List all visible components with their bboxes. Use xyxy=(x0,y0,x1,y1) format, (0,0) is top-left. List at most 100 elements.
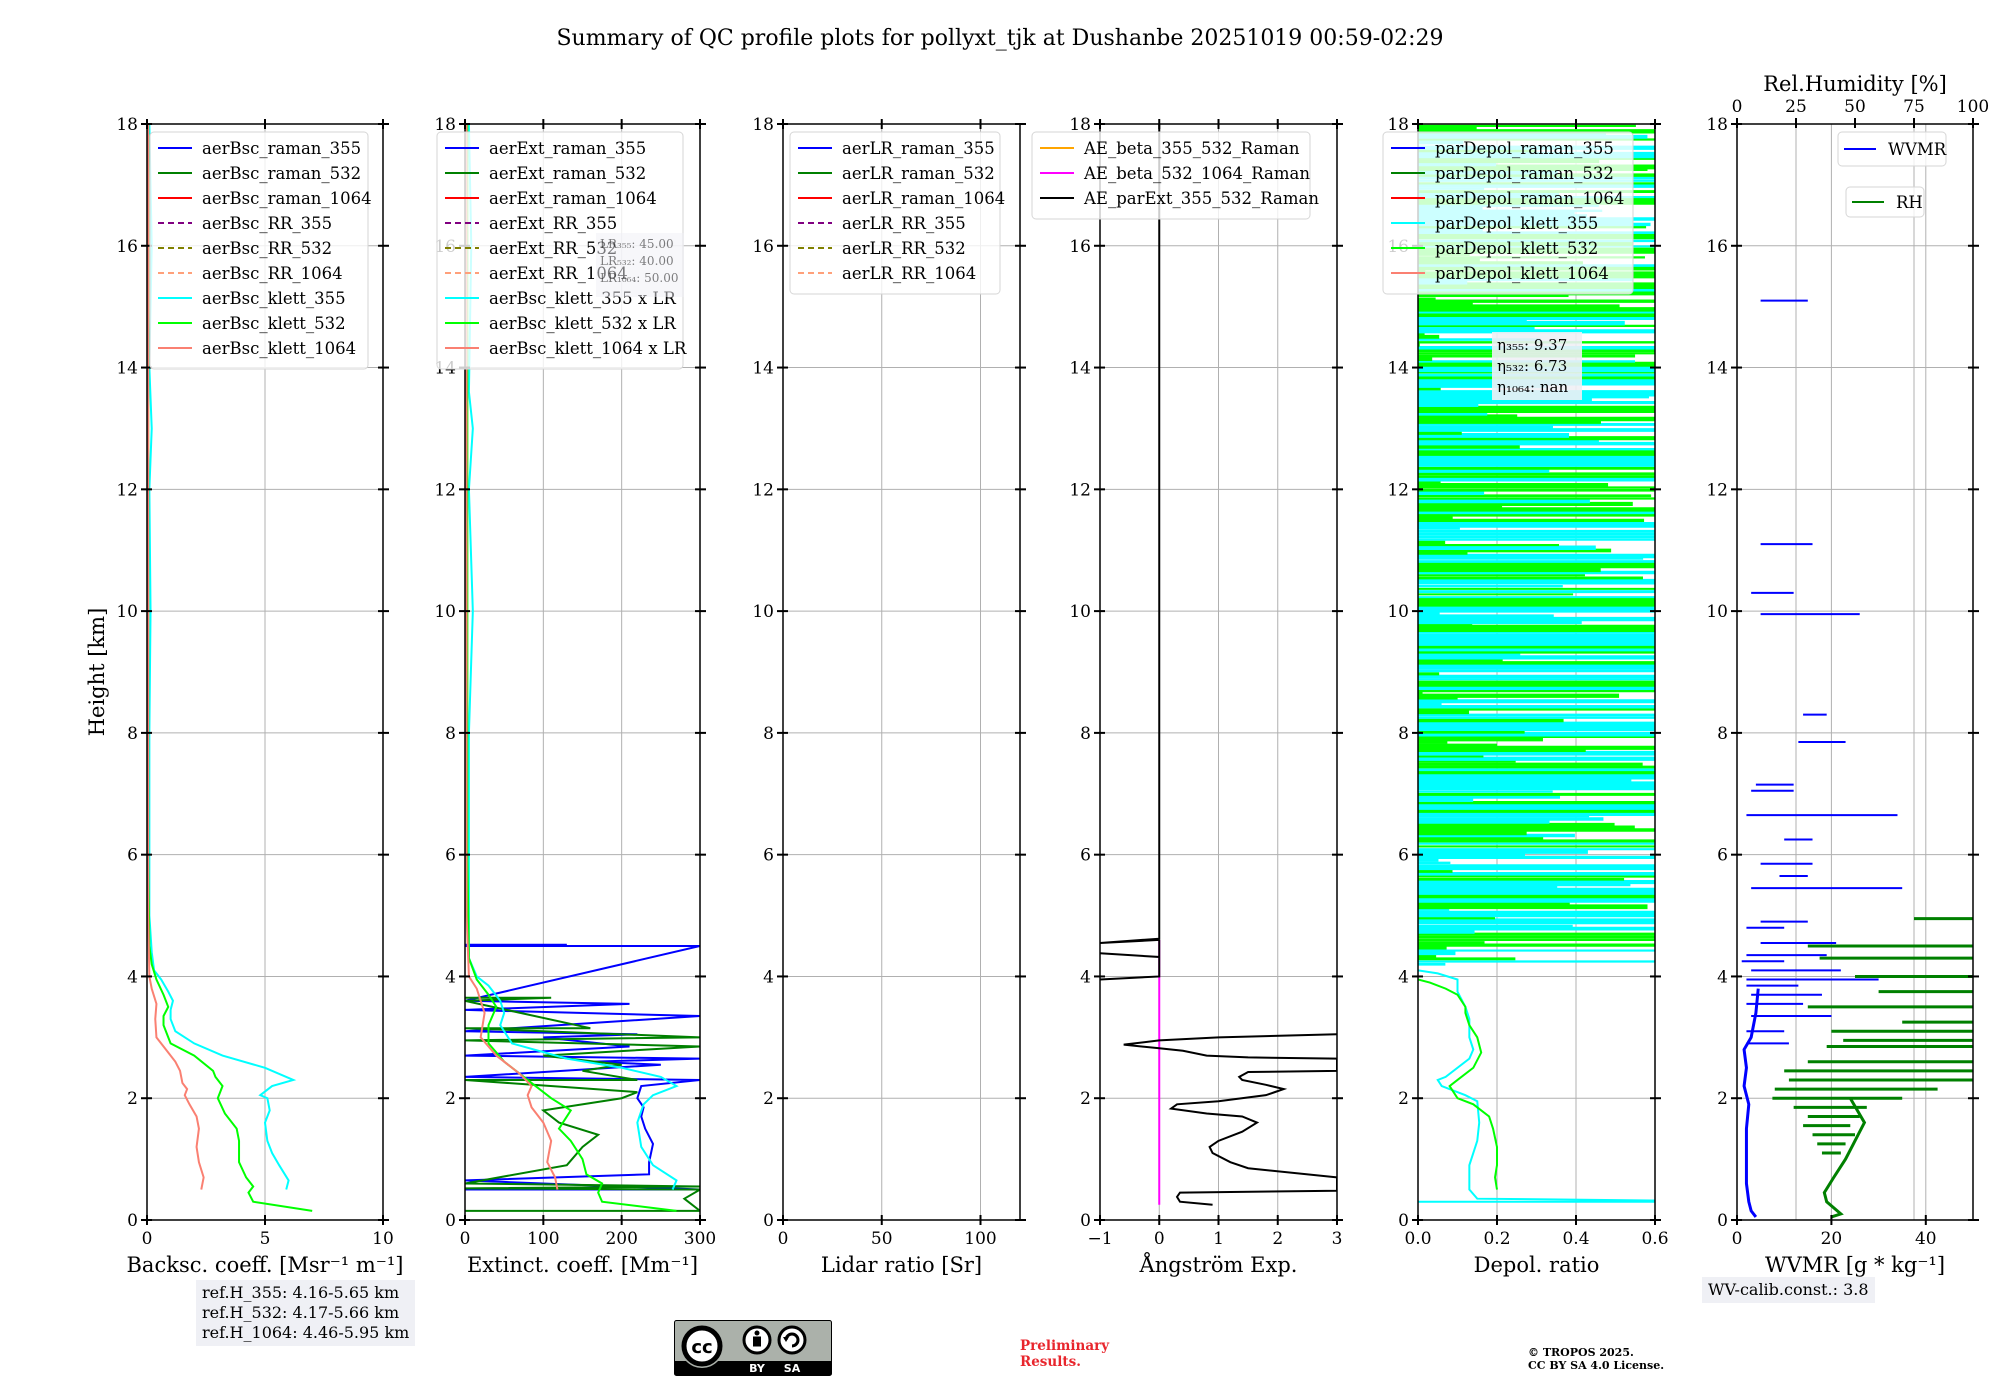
legend-label: AE_beta_355_532_Raman xyxy=(1083,139,1300,158)
legend-label: aerLR_RR_532 xyxy=(842,239,966,258)
x-axis-label: Ångström Exp. xyxy=(1139,1252,1298,1277)
x-tick-label: 0.6 xyxy=(1641,1229,1668,1249)
wv-calibration-box: WV-calib.const.: 3.8 xyxy=(1702,1277,1875,1303)
y-tick-label: 8 xyxy=(127,724,138,744)
y-tick-label: 6 xyxy=(1717,846,1728,866)
legend-label: aerBsc_RR_355 xyxy=(202,214,332,233)
x-tick-label: 0 xyxy=(778,1229,789,1249)
y-tick-label: 12 xyxy=(1069,480,1091,500)
legend-label: WVMR xyxy=(1888,140,1947,159)
panel-lidar_ratio: 0 50 100 0 2 4 6 8 10 12 14 16 18 Lidar ratio [Sr] aer… xyxy=(752,115,1026,1277)
legend-label: parDepol_klett_1064 xyxy=(1435,264,1609,283)
series-RH xyxy=(1822,1097,1867,1219)
x-tick-label: 2 xyxy=(1272,1229,1283,1249)
legend-label: aerBsc_klett_532 xyxy=(202,314,346,333)
x-tick-label: 5 xyxy=(260,1229,271,1249)
y-tick-label: 2 xyxy=(1080,1089,1091,1109)
legend-label: parDepol_klett_532 xyxy=(1435,239,1598,258)
x-tick-label: 0 xyxy=(142,1229,153,1249)
cc-license-badge: cc BY SA xyxy=(674,1320,832,1376)
y-tick-label: 6 xyxy=(1398,846,1409,866)
y-tick-label: 4 xyxy=(127,967,138,987)
axes-frame xyxy=(1736,123,1974,1221)
series-aerExt-raman-355 xyxy=(465,943,700,1191)
plot-area xyxy=(1100,124,1337,1206)
y-tick-label: 0 xyxy=(1080,1211,1091,1231)
y-tick-label: 10 xyxy=(752,602,774,622)
x-tick-label: 100 xyxy=(964,1229,996,1249)
legend-label: aerLR_raman_355 xyxy=(842,139,995,158)
y-tick-label: 10 xyxy=(1069,602,1091,622)
legend-box xyxy=(1845,186,1925,218)
series-WVMR xyxy=(1742,988,1760,1218)
legend-label: aerExt_RR_532 xyxy=(489,239,617,258)
ref-height-355: ref.H_355: 4.16-5.65 km xyxy=(202,1283,400,1302)
y-tick-label: 18 xyxy=(752,115,774,135)
x-tick-label: 10 xyxy=(372,1229,394,1249)
copyright-note: © TROPOS 2025. CC BY SA 4.0 License. xyxy=(1528,1346,1664,1372)
x-tick-label: −1 xyxy=(1087,1229,1112,1249)
legend-label: parDepol_klett_355 xyxy=(1435,214,1598,233)
preliminary-line-2: Results. xyxy=(1020,1354,1081,1370)
axes-frame xyxy=(464,123,701,1221)
y-tick-label: 10 xyxy=(1387,602,1409,622)
top-x-axis-label: Rel.Humidity [%] xyxy=(1763,72,1947,96)
top-x-tick-label: 25 xyxy=(1785,97,1807,117)
y-tick-label: 16 xyxy=(1706,237,1728,257)
y-tick-label: 2 xyxy=(1717,1089,1728,1109)
legend-label: aerBsc_klett_532 x LR xyxy=(489,314,676,333)
y-tick-label: 8 xyxy=(1080,724,1091,744)
legend-label: aerExt_raman_532 xyxy=(489,164,646,183)
panel-depol: 0.00.20.40.6024681012141618Depol. ratiop… xyxy=(1382,115,1669,1277)
y-tick-label: 6 xyxy=(445,846,456,866)
cc-by-sa-icon: cc BY SA xyxy=(674,1320,832,1376)
x-tick-label: 0 xyxy=(1732,1229,1743,1249)
annotation-text: LR₃₅₅: 45.00 xyxy=(600,237,674,251)
legend-box xyxy=(1837,131,1947,167)
y-tick-label: 18 xyxy=(1069,115,1091,135)
preliminary-line-1: Preliminary xyxy=(1020,1338,1110,1354)
svg-text:cc: cc xyxy=(691,1337,712,1358)
reference-height-box: ref.H_355: 4.16-5.65 km ref.H_532: 4.17-… xyxy=(196,1280,416,1346)
legend-label: aerLR_RR_355 xyxy=(842,214,966,233)
legend: aerExt_raman_355 aerExt_raman_532 aerExt_r… xyxy=(436,131,687,370)
lidar-ratio-annotation: LR₃₅₅: 45.00 LR₅₃₂: 40.00 LR₁₀₆₄: 50.00 xyxy=(596,233,684,297)
top-x-tick-label: 75 xyxy=(1903,97,1925,117)
legend: aerLR_raman_355 aerLR_raman_532 aerLR_rama… xyxy=(789,131,1005,295)
legend-label: parDepol_raman_355 xyxy=(1435,139,1614,158)
x-tick-label: 0.2 xyxy=(1483,1229,1510,1249)
legend-label: aerExt_RR_355 xyxy=(489,214,617,233)
annotation-text: LR₅₃₂: 40.00 xyxy=(600,254,674,268)
y-tick-label: 8 xyxy=(445,724,456,744)
y-tick-label: 6 xyxy=(1080,846,1091,866)
y-tick-label: 4 xyxy=(1398,967,1409,987)
y-tick-label: 10 xyxy=(434,602,456,622)
panel-backscatter: 0 5 10 0 2 4 6 8 10 12 14 16 18 Backsc. coeff. [Msr⁻¹… xyxy=(85,115,403,1277)
grid xyxy=(1736,123,1973,1221)
legend-label: aerBsc_raman_532 xyxy=(202,164,361,183)
x-tick-label: 0 xyxy=(460,1229,471,1249)
y-tick-label: 12 xyxy=(1387,480,1409,500)
y-tick-label: 0 xyxy=(127,1211,138,1231)
series-aerBsc-klett-1064-x-LR xyxy=(465,124,559,1190)
series-AE-parExt-355-532-Raman xyxy=(1123,1033,1337,1206)
y-tick-label: 18 xyxy=(116,115,138,135)
y-tick-label: 18 xyxy=(1706,115,1728,135)
plot-area xyxy=(1741,299,1973,1219)
y-tick-label: 14 xyxy=(1069,359,1091,379)
y-tick-label: 6 xyxy=(763,846,774,866)
x-tick-label: 0 xyxy=(1154,1229,1165,1249)
y-tick-label: 4 xyxy=(1717,967,1728,987)
x-tick-label: 20 xyxy=(1821,1229,1843,1249)
legend-RH: RH xyxy=(1845,186,1925,218)
legend-label: AE_beta_532_1064_Raman xyxy=(1083,164,1310,183)
x-tick-label: 40 xyxy=(1915,1229,1937,1249)
y-tick-label: 14 xyxy=(752,359,774,379)
x-tick-label: 100 xyxy=(527,1229,559,1249)
annotation-text: η₃₅₅: 9.37 xyxy=(1497,336,1567,354)
x-tick-label: 50 xyxy=(871,1229,893,1249)
legend-label: aerExt_RR_1064 xyxy=(489,264,628,283)
ref-height-532: ref.H_532: 4.17-5.66 km xyxy=(202,1303,400,1322)
x-tick-label: 200 xyxy=(605,1229,637,1249)
